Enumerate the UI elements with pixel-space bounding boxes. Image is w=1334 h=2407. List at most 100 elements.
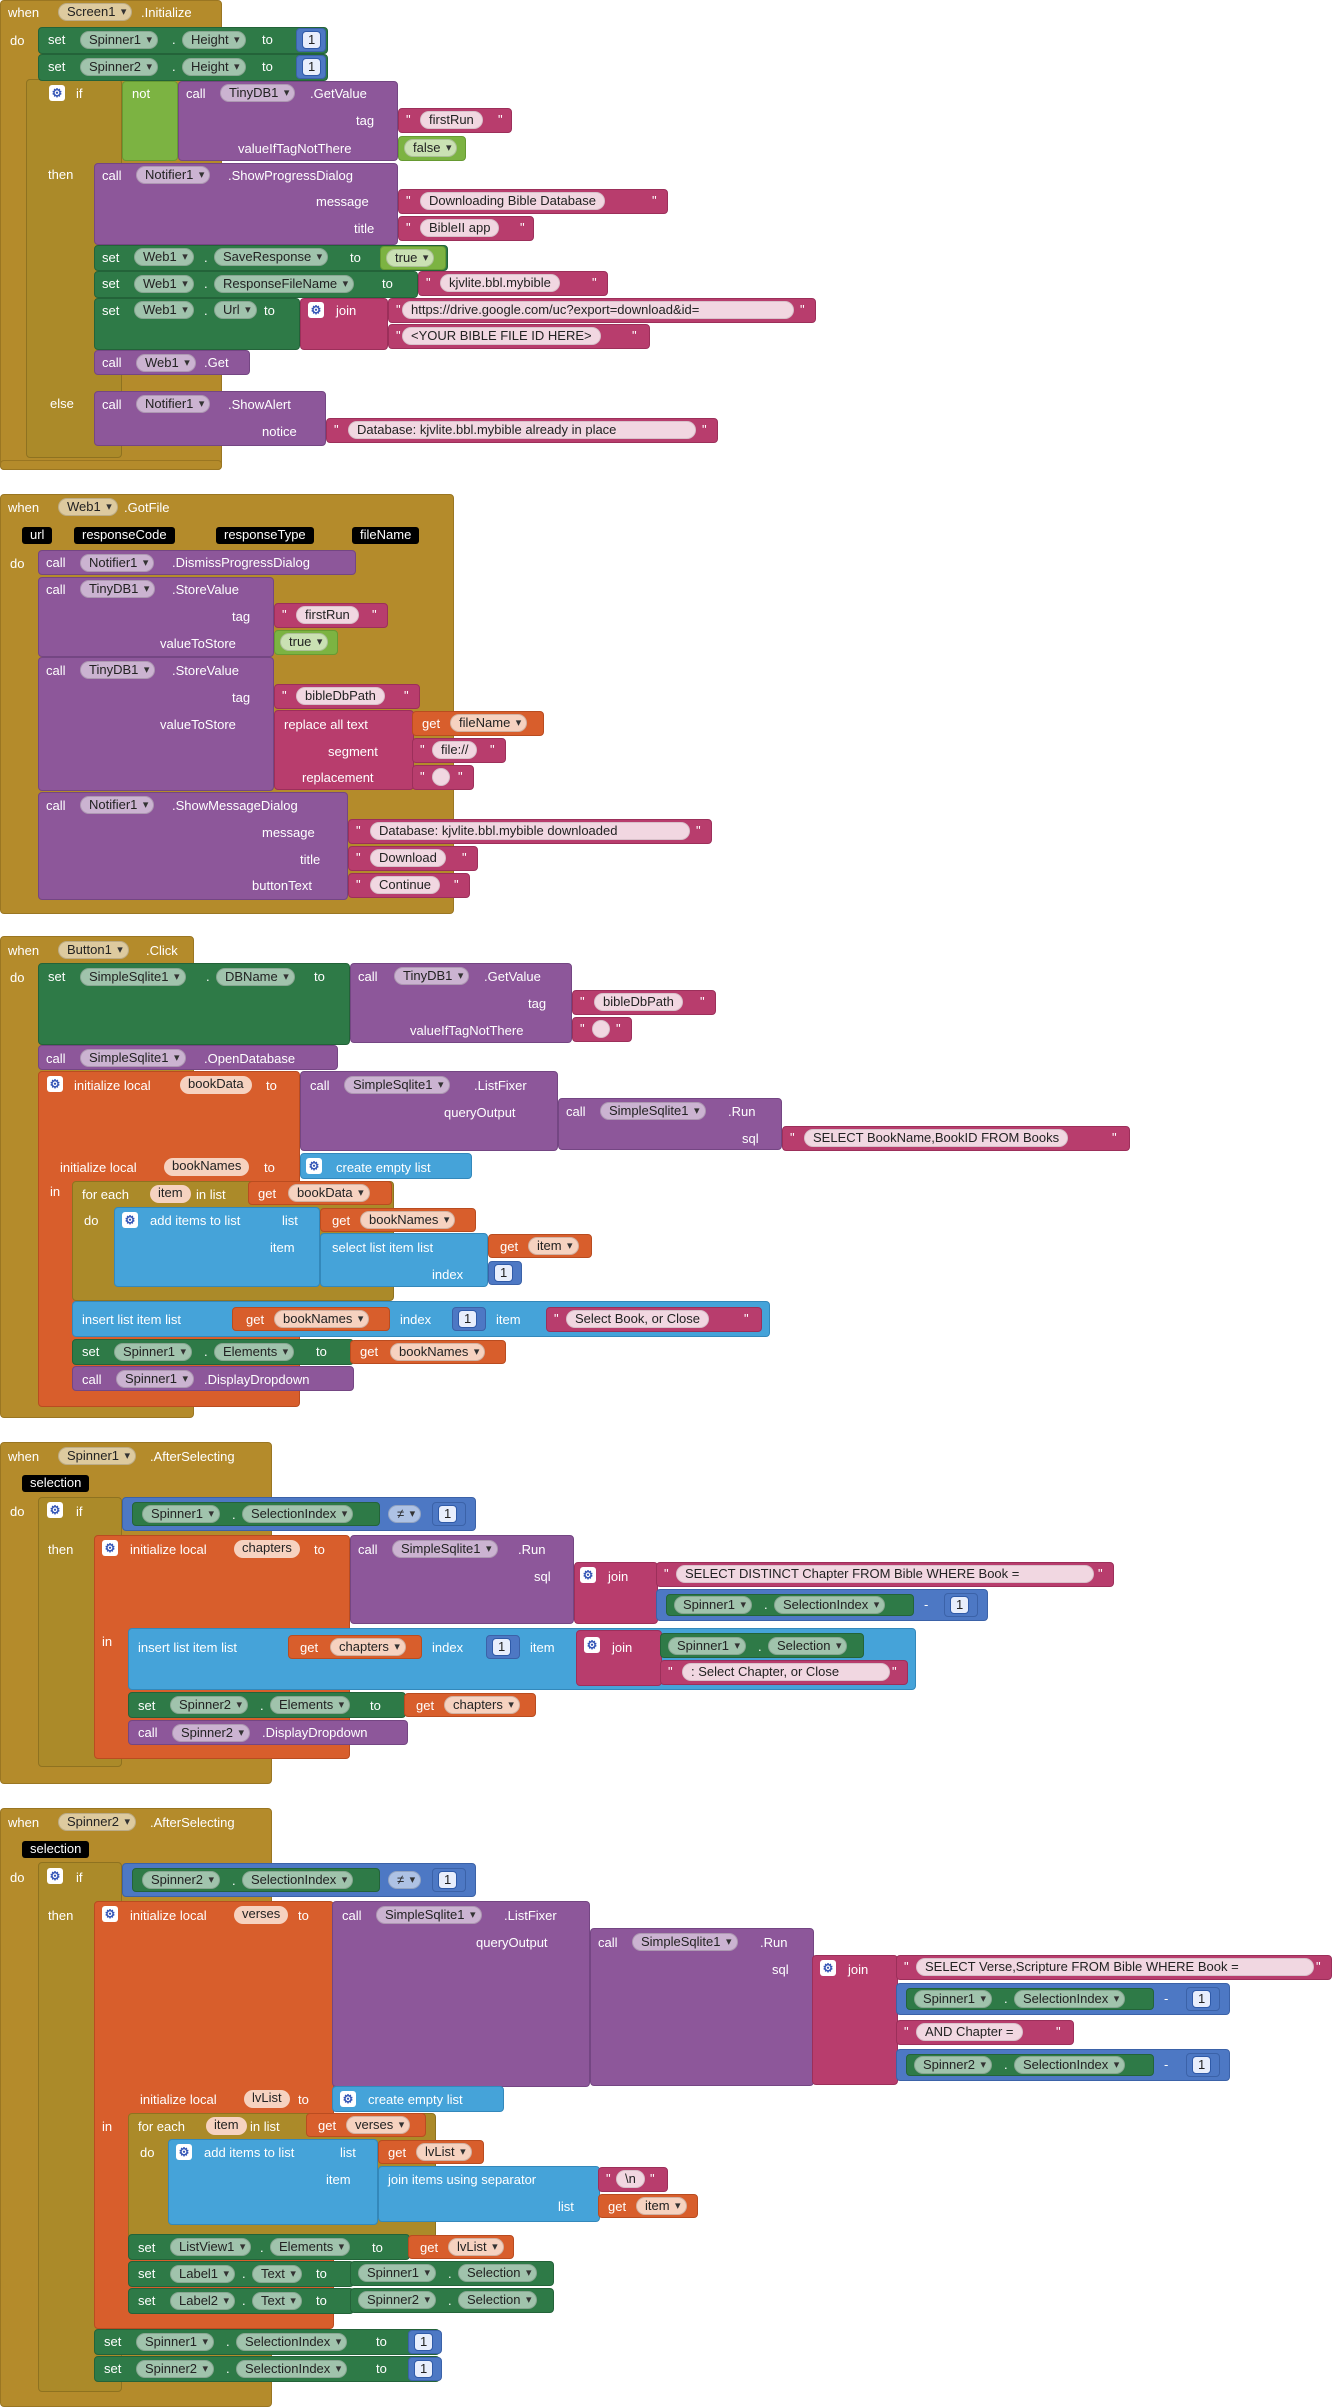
component-dropdown-spinner2[interactable]: Spinner2 bbox=[914, 2056, 993, 2074]
text-value[interactable]: SELECT BookName,BookID FROM Books bbox=[804, 1129, 1069, 1147]
component-dropdown-spinner1[interactable]: Spinner1 bbox=[668, 1637, 747, 1655]
text-value[interactable]: Downloading Bible Database bbox=[420, 192, 605, 210]
text-value[interactable]: BibleII app bbox=[420, 219, 500, 237]
join-block[interactable] bbox=[576, 1630, 662, 1686]
gear-icon[interactable]: ⚙ bbox=[820, 1960, 836, 1976]
component-dropdown-web1[interactable]: Web1 bbox=[58, 498, 118, 516]
call-tinydb1-storevalue-block[interactable] bbox=[38, 657, 274, 791]
boolean-dropdown[interactable]: false bbox=[404, 139, 458, 157]
text-value[interactable]: https://drive.google.com/uc?export=downl… bbox=[402, 301, 794, 319]
variable-dropdown-lvlist[interactable]: lvList bbox=[416, 2143, 472, 2161]
property-dropdown-elements[interactable]: Elements bbox=[270, 2238, 351, 2256]
component-dropdown-spinner1[interactable]: Spinner1 bbox=[674, 1596, 753, 1614]
component-dropdown-spinner1[interactable]: Spinner1 bbox=[142, 1505, 221, 1523]
event-param-responsetype[interactable]: responseType bbox=[216, 527, 314, 544]
property-dropdown-height[interactable]: Height bbox=[182, 58, 246, 76]
component-dropdown-spinner1[interactable]: Spinner1 bbox=[136, 2333, 215, 2351]
gear-icon[interactable]: ⚙ bbox=[176, 2144, 192, 2160]
variable-dropdown-filename[interactable]: fileName bbox=[450, 714, 528, 732]
property-dropdown-selectionindex[interactable]: SelectionIndex bbox=[774, 1596, 886, 1614]
component-dropdown-simplesqlite1[interactable]: SimpleSqlite1 bbox=[376, 1906, 482, 1924]
gear-icon[interactable]: ⚙ bbox=[584, 1637, 600, 1653]
property-dropdown-saveresponse[interactable]: SaveResponse bbox=[214, 248, 329, 266]
variable-dropdown-item[interactable]: item bbox=[636, 2197, 687, 2215]
component-dropdown-notifier1[interactable]: Notifier1 bbox=[80, 554, 155, 572]
component-dropdown-simplesqlite1[interactable]: SimpleSqlite1 bbox=[632, 1933, 738, 1951]
number-value[interactable]: 1 bbox=[1192, 1990, 1212, 2008]
property-dropdown-selectionindex[interactable]: SelectionIndex bbox=[1014, 2056, 1126, 2074]
text-value[interactable]: \n bbox=[616, 2170, 645, 2188]
text-value[interactable]: : Select Chapter, or Close bbox=[682, 1663, 890, 1681]
component-dropdown-notifier1[interactable]: Notifier1 bbox=[136, 166, 211, 184]
variable-dropdown-bookdata[interactable]: bookData bbox=[288, 1184, 370, 1202]
number-value[interactable]: 1 bbox=[494, 1264, 514, 1282]
number-value[interactable]: 1 bbox=[438, 1505, 458, 1523]
add-items-to-list-block[interactable] bbox=[168, 2139, 378, 2225]
component-dropdown-spinner2[interactable]: Spinner2 bbox=[142, 1871, 221, 1889]
text-value[interactable]: bibleDbPath bbox=[296, 687, 385, 705]
component-dropdown-spinner1[interactable]: Spinner1 bbox=[914, 1990, 993, 2008]
create-empty-list-block[interactable] bbox=[332, 2086, 504, 2112]
component-dropdown-spinner1[interactable]: Spinner1 bbox=[114, 1343, 193, 1361]
call-simplesqlite1-listfixer-block[interactable] bbox=[332, 1901, 590, 2087]
variable-dropdown-chapters[interactable]: chapters bbox=[444, 1696, 520, 1714]
variable-dropdown-lvlist[interactable]: lvList bbox=[448, 2238, 504, 2256]
component-dropdown-spinner1[interactable]: Spinner1 bbox=[116, 1370, 195, 1388]
text-value[interactable]: Database: kjvlite.bbl.mybible downloaded bbox=[370, 822, 690, 840]
set-label2-text-block[interactable] bbox=[128, 2288, 354, 2314]
create-empty-list-block[interactable] bbox=[300, 1153, 472, 1179]
component-dropdown-web1[interactable]: Web1 bbox=[134, 275, 194, 293]
component-dropdown-button1[interactable]: Button1 bbox=[58, 941, 129, 959]
variable-dropdown-verses[interactable]: verses bbox=[346, 2116, 411, 2134]
text-value[interactable] bbox=[432, 768, 450, 786]
local-variable-booknames[interactable]: bookNames bbox=[164, 1158, 250, 1176]
property-dropdown-selectionindex[interactable]: SelectionIndex bbox=[1014, 1990, 1126, 2008]
text-value[interactable]: firstRun bbox=[296, 606, 359, 624]
call-tinydb1-storevalue-block[interactable] bbox=[38, 577, 274, 657]
event-param-url[interactable]: url bbox=[22, 527, 53, 544]
property-dropdown-url[interactable]: Url bbox=[214, 301, 257, 319]
text-value[interactable]: <YOUR BIBLE FILE ID HERE> bbox=[402, 327, 601, 345]
component-dropdown-listview1[interactable]: ListView1 bbox=[170, 2238, 252, 2256]
boolean-dropdown[interactable]: true bbox=[280, 633, 329, 651]
component-dropdown-simplesqlite1[interactable]: SimpleSqlite1 bbox=[392, 1540, 498, 1558]
local-variable-verses[interactable]: verses bbox=[234, 1906, 289, 1924]
number-value[interactable]: 1 bbox=[458, 1310, 478, 1328]
property-dropdown-selection[interactable]: Selection bbox=[768, 1637, 848, 1655]
property-dropdown-responsefilename[interactable]: ResponseFileName bbox=[214, 275, 355, 293]
loop-variable-item[interactable]: item bbox=[150, 1185, 191, 1203]
text-value[interactable]: Database: kjvlite.bbl.mybible already in… bbox=[348, 421, 696, 439]
variable-dropdown-item[interactable]: item bbox=[528, 1237, 579, 1255]
number-value[interactable]: 1 bbox=[1192, 2056, 1212, 2074]
number-value[interactable]: 1 bbox=[302, 31, 322, 49]
variable-dropdown-booknames[interactable]: bookNames bbox=[390, 1343, 486, 1361]
property-dropdown-text[interactable]: Text bbox=[252, 2292, 302, 2310]
variable-dropdown-booknames[interactable]: bookNames bbox=[360, 1211, 456, 1229]
text-value[interactable] bbox=[592, 1020, 610, 1038]
component-dropdown-simplesqlite1[interactable]: SimpleSqlite1 bbox=[600, 1102, 706, 1120]
call-notifier1-showalert-block[interactable] bbox=[94, 391, 326, 446]
gear-icon[interactable]: ⚙ bbox=[308, 302, 324, 318]
variable-dropdown-chapters[interactable]: chapters bbox=[330, 1638, 406, 1656]
property-dropdown-selectionindex[interactable]: SelectionIndex bbox=[236, 2360, 348, 2378]
number-value[interactable]: 1 bbox=[414, 2333, 434, 2351]
gear-icon[interactable]: ⚙ bbox=[122, 1212, 138, 1228]
component-dropdown-web1[interactable]: Web1 bbox=[134, 248, 194, 266]
operator-dropdown-neq[interactable]: ≠ bbox=[388, 1505, 422, 1523]
text-value[interactable]: file:// bbox=[432, 741, 478, 759]
event-param-responsecode[interactable]: responseCode bbox=[74, 527, 175, 544]
text-value[interactable]: SELECT Verse,Scripture FROM Bible WHERE … bbox=[916, 1958, 1314, 1976]
gear-icon[interactable]: ⚙ bbox=[49, 85, 65, 101]
component-dropdown-spinner2[interactable]: Spinner2 bbox=[172, 1724, 251, 1742]
property-dropdown-selectionindex[interactable]: SelectionIndex bbox=[236, 2333, 348, 2351]
property-dropdown-dbname[interactable]: DBName bbox=[216, 968, 295, 986]
text-value[interactable]: Continue bbox=[370, 876, 441, 894]
component-dropdown-simplesqlite1[interactable]: SimpleSqlite1 bbox=[80, 968, 186, 986]
set-web1-url-block[interactable] bbox=[94, 298, 300, 350]
gear-icon[interactable]: ⚙ bbox=[102, 1540, 118, 1556]
select-list-item-block[interactable] bbox=[320, 1233, 488, 1287]
component-dropdown-spinner1[interactable]: Spinner1 bbox=[358, 2264, 437, 2282]
gear-icon[interactable]: ⚙ bbox=[102, 1906, 118, 1922]
component-dropdown-screen1[interactable]: Screen1 bbox=[58, 3, 133, 21]
component-dropdown-notifier1[interactable]: Notifier1 bbox=[80, 796, 155, 814]
